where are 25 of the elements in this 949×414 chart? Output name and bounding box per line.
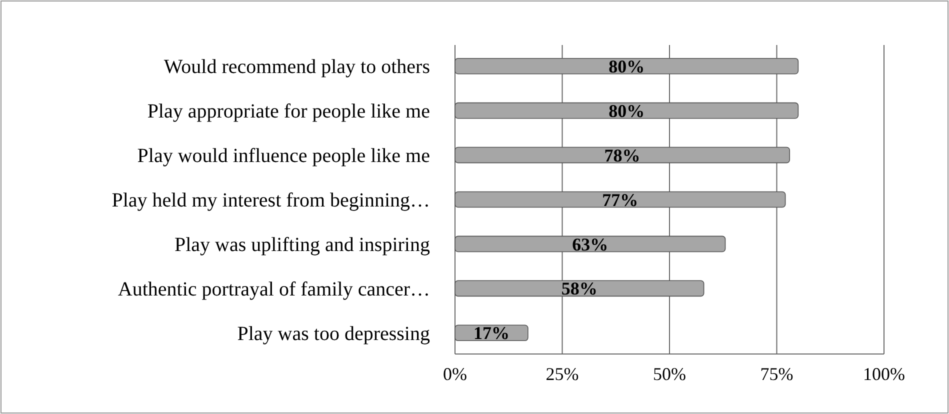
bar [454, 236, 726, 252]
x-tick-label: 100% [863, 364, 905, 384]
y-tick-label: Would recommend play to others [164, 56, 430, 78]
x-tick-label: 25% [546, 364, 579, 384]
data-label: 58% [561, 278, 598, 299]
bar [454, 280, 704, 297]
y-tick-label: Play would influence people like me [137, 145, 430, 168]
bar [454, 102, 799, 119]
x-tick-label: 0% [443, 364, 467, 384]
y-tick-label: Play appropriate for people like me [147, 100, 430, 123]
y-tick-label: Play was too depressing [237, 322, 430, 345]
x-tick-label: 75% [760, 364, 794, 384]
data-label: 78% [604, 145, 640, 166]
data-label: 63% [572, 234, 608, 254]
bar [454, 191, 786, 208]
data-label: 80% [608, 56, 645, 76]
data-label: 77% [602, 190, 638, 210]
y-tick-label: Play held my interest from beginning… [112, 190, 430, 212]
y-tick-label: Play was uplifting and inspiring [174, 234, 430, 256]
bar [454, 146, 790, 164]
data-label: 17% [473, 323, 510, 344]
x-tick-label: 50% [653, 364, 686, 384]
y-tick-label: Authentic portrayal of family cancer… [118, 278, 430, 300]
bar [454, 58, 799, 74]
data-label: 80% [608, 100, 645, 121]
